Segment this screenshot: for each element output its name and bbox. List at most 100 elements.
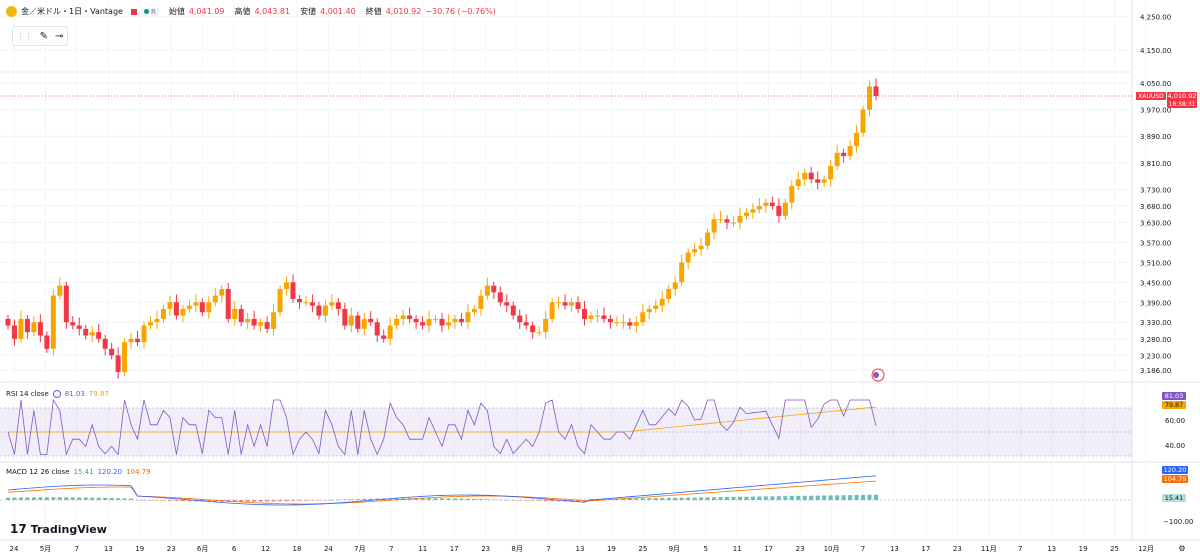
candle [122, 342, 128, 373]
rsi-value: 81.03 [64, 390, 85, 398]
candle [569, 302, 575, 306]
macd-histogram-bar [692, 497, 697, 500]
y-tick-label: 3,450.00 [1140, 279, 1171, 287]
macd-histogram-bar [472, 498, 477, 500]
candle [173, 302, 179, 316]
macd-legend[interactable]: MACD 12 26 close 15.41 120.20 104.79 [6, 468, 151, 476]
macd-histogram-bar [757, 496, 762, 500]
candle [76, 325, 82, 329]
candle [828, 166, 834, 180]
candle [743, 212, 749, 216]
macd-histogram-bar [485, 499, 490, 500]
rsi-tag-value: 81.03 [1165, 392, 1184, 400]
candle [335, 302, 341, 309]
macd-histogram-bar [459, 498, 464, 500]
candle [860, 109, 866, 133]
x-tick-label: 8月 [511, 545, 522, 553]
candle [666, 288, 672, 299]
macd-histogram-bar [31, 497, 36, 500]
macd-tag-value: 120.20 [1164, 466, 1187, 474]
x-tick-label: 13 [104, 545, 113, 553]
candle [109, 348, 115, 356]
rsi-label: RSI 14 close [6, 390, 49, 398]
candle [614, 322, 620, 324]
realtime-chip[interactable]: R [140, 7, 159, 16]
candle [776, 205, 782, 216]
candle [523, 322, 529, 326]
candle [63, 285, 69, 323]
candle [698, 245, 704, 250]
macd-histogram-bar [77, 497, 82, 500]
candle [620, 322, 626, 324]
macd-signal-line [7, 480, 877, 505]
candle [594, 315, 600, 317]
symbol-legend[interactable]: 金／米ドル・1日・Vantage R 始値 4,041.09 高値 4,043.81… [6, 6, 496, 17]
candle [89, 332, 95, 336]
drag-handle-icon[interactable]: ⋮⋮ [16, 31, 33, 41]
x-tick-label: 23 [953, 545, 962, 553]
macd-histogram-bar [822, 495, 827, 500]
macd-histogram-bar [180, 500, 185, 502]
candle [37, 322, 43, 336]
macd-histogram-bar [647, 498, 652, 500]
tradingview-mark-icon: 17 [10, 522, 27, 536]
macd-histogram-bar [252, 500, 257, 502]
candle [478, 295, 484, 309]
rsi-settings-icon[interactable] [52, 390, 61, 398]
candle [491, 285, 497, 293]
macd-histogram-bar [874, 494, 878, 500]
candle [867, 86, 873, 110]
candle [154, 318, 160, 323]
macd-histogram-bar [498, 499, 503, 501]
macd-histogram-bar [725, 497, 730, 500]
y-tick-label: 3,680.00 [1140, 203, 1171, 211]
candle [290, 282, 296, 299]
candle [141, 325, 147, 343]
macd-histogram-bar [148, 500, 153, 501]
status-dot-icon [143, 8, 149, 14]
line-tool-icon[interactable]: ⊸ [55, 30, 64, 42]
candle [413, 318, 419, 323]
candle [368, 318, 374, 323]
rsi-ma-tag-value: 79.87 [1165, 401, 1184, 409]
y-tick-label: 3,570.00 [1140, 239, 1171, 247]
candle [5, 318, 11, 326]
candle [750, 209, 756, 213]
candle [653, 305, 659, 309]
macd-tag [1162, 466, 1188, 474]
x-tick-label: 10月 [824, 545, 840, 553]
candle [543, 318, 549, 333]
candle [193, 302, 199, 306]
high-label: 高値 [234, 7, 251, 16]
macd-histogram-bar [737, 496, 742, 500]
x-tick-label: 7月 [354, 545, 365, 553]
macd-histogram-bar [18, 497, 23, 500]
candle [601, 315, 607, 319]
x-tick-label: 6月 [197, 545, 208, 553]
x-tick-label: 9月 [669, 545, 680, 553]
candle [96, 332, 102, 339]
macd-histogram-bar [731, 496, 736, 500]
candle [633, 322, 639, 326]
macd-histogram-bar [556, 500, 561, 502]
macd-histogram-bar [135, 499, 140, 501]
candle [808, 172, 814, 180]
low-label: 安値 [300, 7, 317, 16]
x-tick-label: 7 [1018, 545, 1022, 553]
candle [718, 219, 724, 221]
macd-histogram-bar [271, 500, 276, 502]
macd-histogram-bar [627, 498, 632, 500]
brush-icon[interactable]: ✎ [39, 30, 48, 42]
x-tick-label: 11 [733, 545, 742, 553]
macd-histogram-bar [653, 498, 658, 500]
macd-histogram-bar [750, 496, 755, 500]
candle [245, 318, 251, 323]
macd-histogram-bar [64, 497, 69, 500]
macd-histogram-bar [349, 499, 354, 500]
macd-histogram-bar [446, 498, 451, 500]
macd-histogram-bar [835, 495, 840, 500]
rsi-legend[interactable]: RSI 14 close 81.03 79.87 [6, 390, 109, 398]
tradingview-logo[interactable]: 17 TradingView [10, 522, 107, 536]
symbol-tag-label: XAUUSD [1138, 93, 1164, 100]
